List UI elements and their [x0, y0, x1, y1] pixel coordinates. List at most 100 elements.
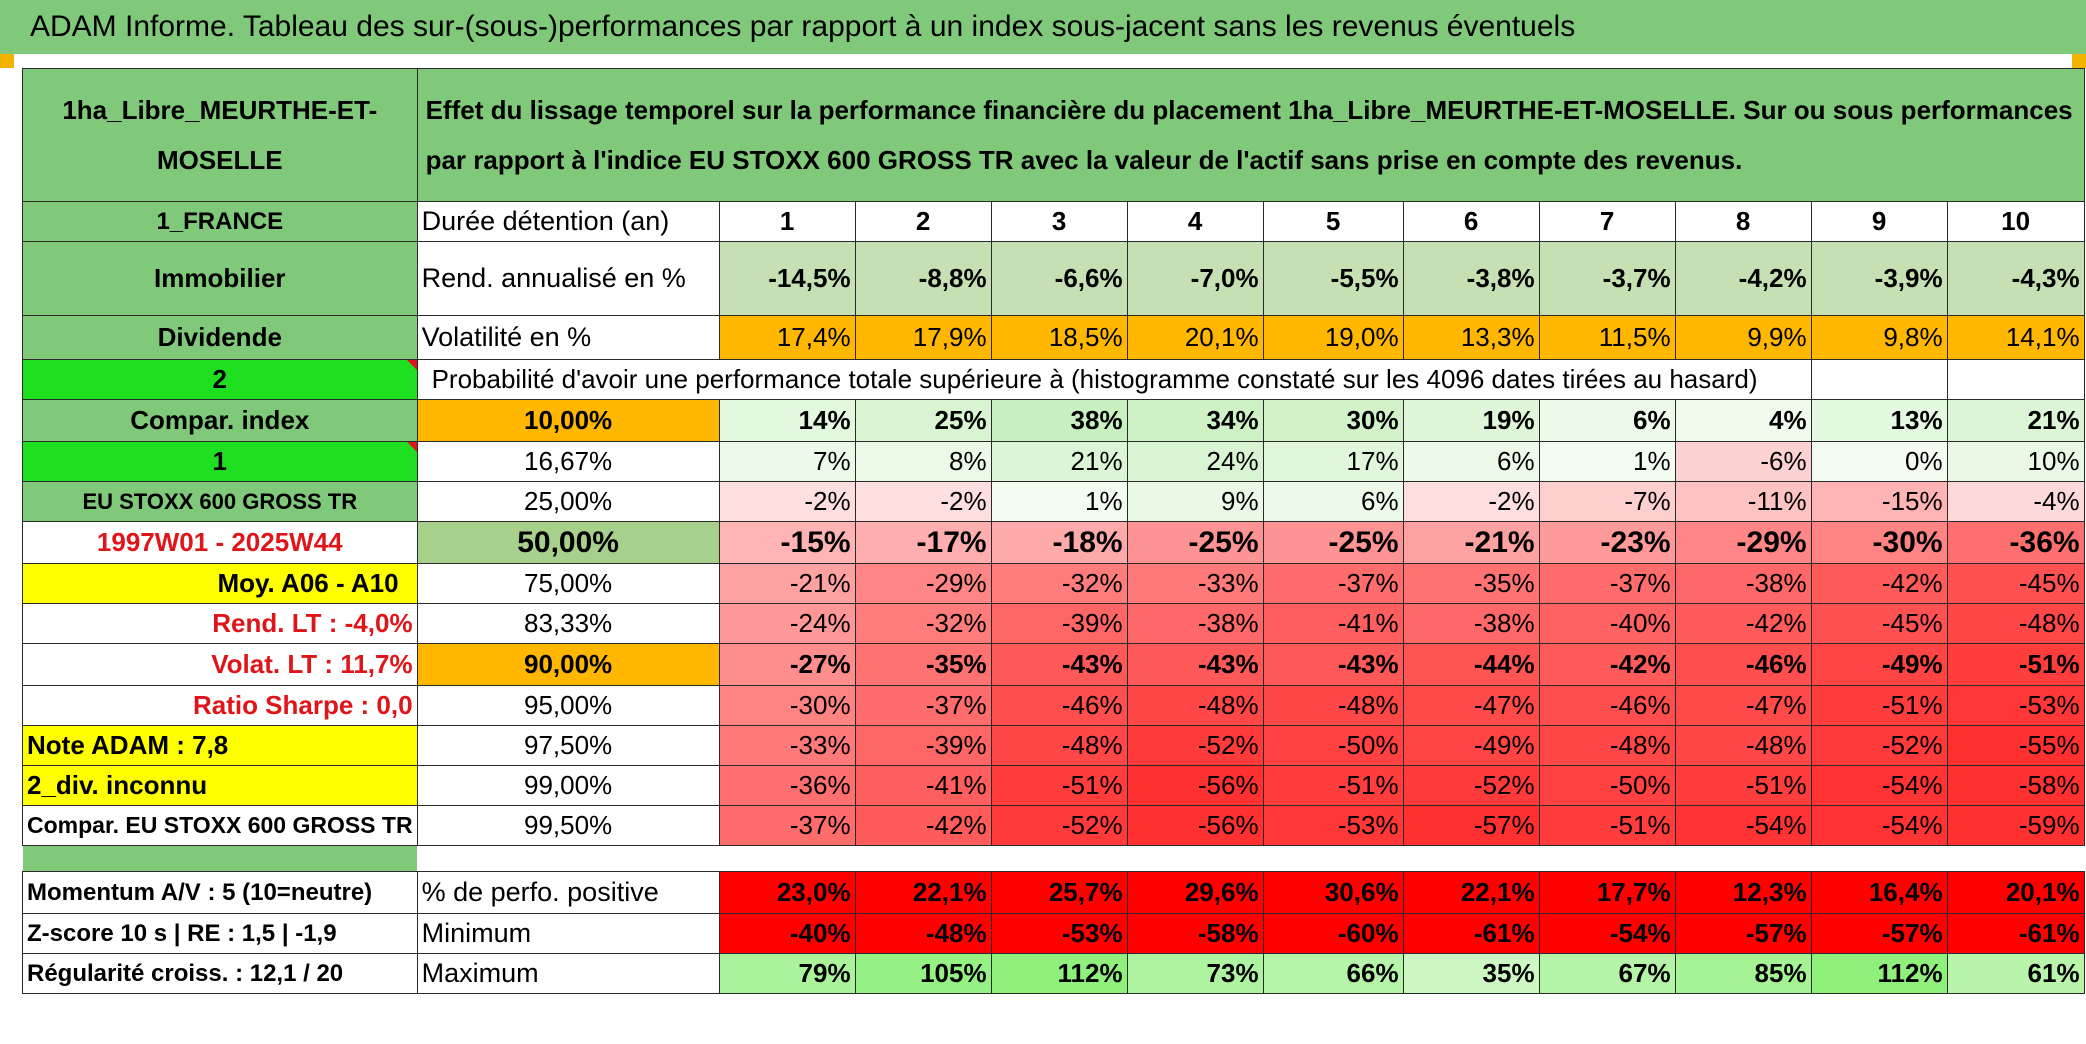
probability-value: -50% [1538, 765, 1676, 806]
corner-marker [0, 54, 14, 68]
bottom-value: 35% [1402, 953, 1540, 994]
probability-value: -49% [1810, 643, 1948, 686]
probability-value: -43% [1126, 643, 1264, 686]
probability-value: -51% [990, 765, 1128, 806]
probability-value: -15% [718, 521, 856, 564]
probability-value: -59% [1946, 805, 2085, 846]
year-header: 2 [854, 201, 992, 242]
probability-value: -2% [854, 481, 992, 522]
volatility-value: 17,4% [718, 315, 856, 360]
bottom-value: 30,6% [1262, 871, 1404, 914]
spacer-cell [22, 845, 418, 872]
sharpe-label: Ratio Sharpe : 0,0 [22, 685, 418, 726]
probability-value: -38% [1402, 603, 1540, 644]
probability-value: -53% [1946, 685, 2085, 726]
bottom-value: -61% [1946, 913, 2085, 954]
volatility-value: 13,3% [1402, 315, 1540, 360]
bottom-value: 22,1% [1402, 871, 1540, 914]
regularite-label: Régularité croiss. : 12,1 / 20 [22, 953, 418, 994]
probability-value: 21% [990, 441, 1128, 482]
bottom-value: 16,4% [1810, 871, 1948, 914]
percentile-cell: 97,50% [416, 725, 720, 766]
probability-value: -48% [1126, 685, 1264, 726]
bottom-value: -60% [1262, 913, 1404, 954]
probability-value: -43% [1262, 643, 1404, 686]
probability-value: 14% [718, 399, 856, 442]
probability-value: -48% [1946, 603, 2085, 644]
bottom-value: 79% [718, 953, 856, 994]
bottom-value: 17,7% [1538, 871, 1676, 914]
probability-value: 9% [1126, 481, 1264, 522]
probability-value: -44% [1402, 643, 1540, 686]
probability-value: -21% [718, 563, 856, 604]
probability-value: -39% [990, 603, 1128, 644]
rend-value: -3,8% [1402, 241, 1540, 316]
volatility-label: Volatilité en % [416, 315, 720, 360]
bottom-row-label: % de perfo. positive [416, 871, 720, 914]
year-header: 6 [1402, 201, 1540, 242]
bottom-value: 112% [990, 953, 1128, 994]
probability-value: 38% [990, 399, 1128, 442]
probability-value: -48% [1538, 725, 1676, 766]
probability-value: -24% [718, 603, 856, 644]
bottom-value: 85% [1674, 953, 1812, 994]
year-header: 4 [1126, 201, 1264, 242]
probability-value: 17% [1262, 441, 1404, 482]
probability-value: -15% [1810, 481, 1948, 522]
empty-cell [1946, 359, 2085, 400]
probability-value: -51% [1946, 643, 2085, 686]
probability-value: -50% [1262, 725, 1404, 766]
percentile-cell: 16,67% [416, 441, 720, 482]
div-unknown-label: 2_div. inconnu [22, 765, 418, 806]
year-header: 7 [1538, 201, 1676, 242]
probability-value: -51% [1674, 765, 1812, 806]
rend-value: -6,6% [990, 241, 1128, 316]
probability-value: -2% [1402, 481, 1540, 522]
probability-value: -58% [1946, 765, 2085, 806]
probability-value: -41% [854, 765, 992, 806]
probability-value: -46% [1538, 685, 1676, 726]
probability-value: -42% [1538, 643, 1676, 686]
rend-value: -5,5% [1262, 241, 1404, 316]
probability-value: -55% [1946, 725, 2085, 766]
volat-lt-label: Volat. LT : 11,7% [22, 643, 418, 686]
compar-index-label: Compar. index [22, 399, 418, 442]
percentile-cell: 90,00% [416, 643, 720, 686]
probability-value: -38% [1674, 563, 1812, 604]
probability-value: -42% [854, 805, 992, 846]
probability-value: -51% [1538, 805, 1676, 846]
probability-value: -6% [1674, 441, 1812, 482]
probability-value: -48% [1674, 725, 1812, 766]
probability-value: 6% [1262, 481, 1404, 522]
probability-value: -46% [990, 685, 1128, 726]
code2-cell: 2 [22, 359, 418, 400]
bottom-value: 20,1% [1946, 871, 2085, 914]
probability-value: -25% [1262, 521, 1404, 564]
bottom-value: -58% [1126, 913, 1264, 954]
probability-value: -37% [1538, 563, 1676, 604]
probability-value: -4% [1946, 481, 2085, 522]
percentile-cell: 83,33% [416, 603, 720, 644]
rend-value: -8,8% [854, 241, 992, 316]
bottom-value: 66% [1262, 953, 1404, 994]
probability-value: -29% [854, 563, 992, 604]
probability-value: 0% [1810, 441, 1948, 482]
probability-value: -32% [854, 603, 992, 644]
percentile-cell: 95,00% [416, 685, 720, 726]
probability-value: 13% [1810, 399, 1948, 442]
probability-value: -45% [1946, 563, 2085, 604]
probability-value: -48% [990, 725, 1128, 766]
probability-value: 1% [1538, 441, 1676, 482]
probability-value: 19% [1402, 399, 1540, 442]
probability-value: -43% [990, 643, 1128, 686]
bottom-value: -57% [1674, 913, 1812, 954]
zscore-label: Z-score 10 s | RE : 1,5 | -1,9 [22, 913, 418, 954]
probability-value: -35% [854, 643, 992, 686]
probability-value: -52% [1402, 765, 1540, 806]
probability-value: -36% [718, 765, 856, 806]
probability-value: -49% [1402, 725, 1540, 766]
rend-value: -4,3% [1946, 241, 2085, 316]
bottom-value: 22,1% [854, 871, 992, 914]
index-name: EU STOXX 600 GROSS TR [22, 481, 418, 522]
probability-value: -37% [718, 805, 856, 846]
